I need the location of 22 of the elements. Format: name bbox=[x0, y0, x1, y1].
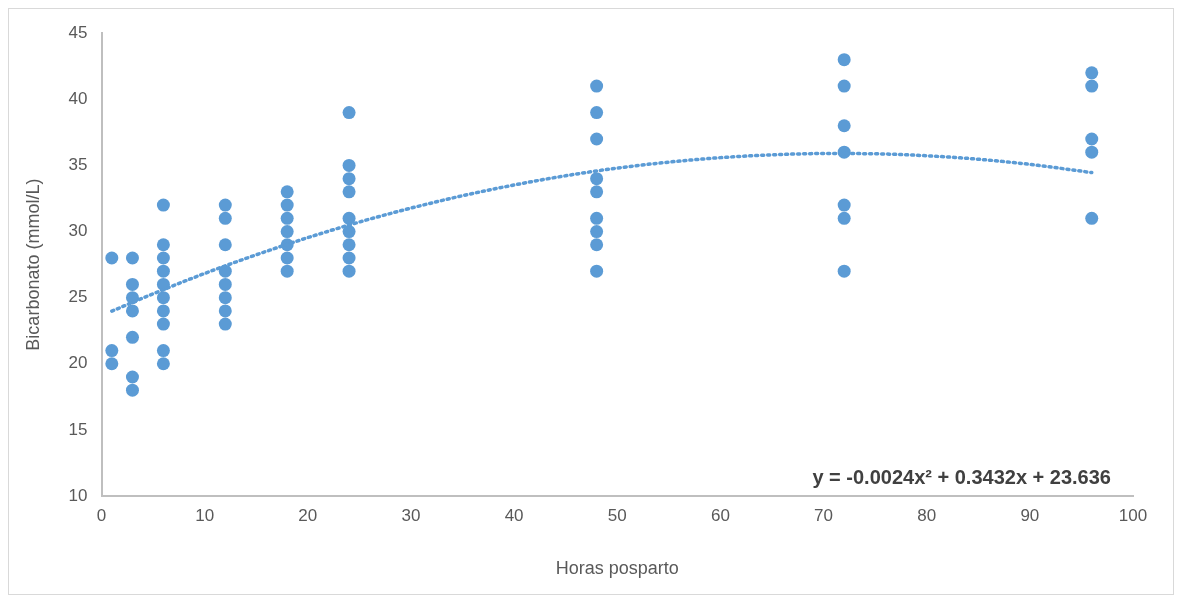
x-tick-label: 0 bbox=[96, 505, 107, 525]
x-tick-label: 70 bbox=[814, 505, 834, 525]
x-tick-label: 60 bbox=[710, 505, 730, 525]
annotation: y = -0.0024x² + 0.3432x + 23.636 bbox=[812, 465, 1111, 488]
x-tick-label: 40 bbox=[504, 505, 524, 525]
y-tick-label: 20 bbox=[68, 353, 88, 373]
x-tick-label: 80 bbox=[917, 505, 937, 525]
x-tick-label: 90 bbox=[1020, 505, 1040, 525]
y-axis-title: Bicarbonato (mmol/L) bbox=[22, 178, 43, 351]
x-tick-label: 30 bbox=[401, 505, 421, 525]
x-tick-label: 20 bbox=[298, 505, 318, 525]
y-tick-label: 30 bbox=[68, 221, 88, 241]
y-tick-label: 15 bbox=[68, 419, 88, 439]
y-tick-label: 10 bbox=[68, 485, 88, 505]
x-tick-label: 100 bbox=[1118, 505, 1148, 525]
y-tick-label: 45 bbox=[68, 22, 88, 42]
x-tick-label: 50 bbox=[607, 505, 627, 525]
y-tick-label: 35 bbox=[68, 155, 88, 175]
y-tick-label: 40 bbox=[68, 89, 88, 108]
y-tick-label: 25 bbox=[68, 287, 88, 307]
x-tick-label: 10 bbox=[195, 505, 215, 525]
x-axis-title: Horas posparto bbox=[555, 558, 679, 579]
